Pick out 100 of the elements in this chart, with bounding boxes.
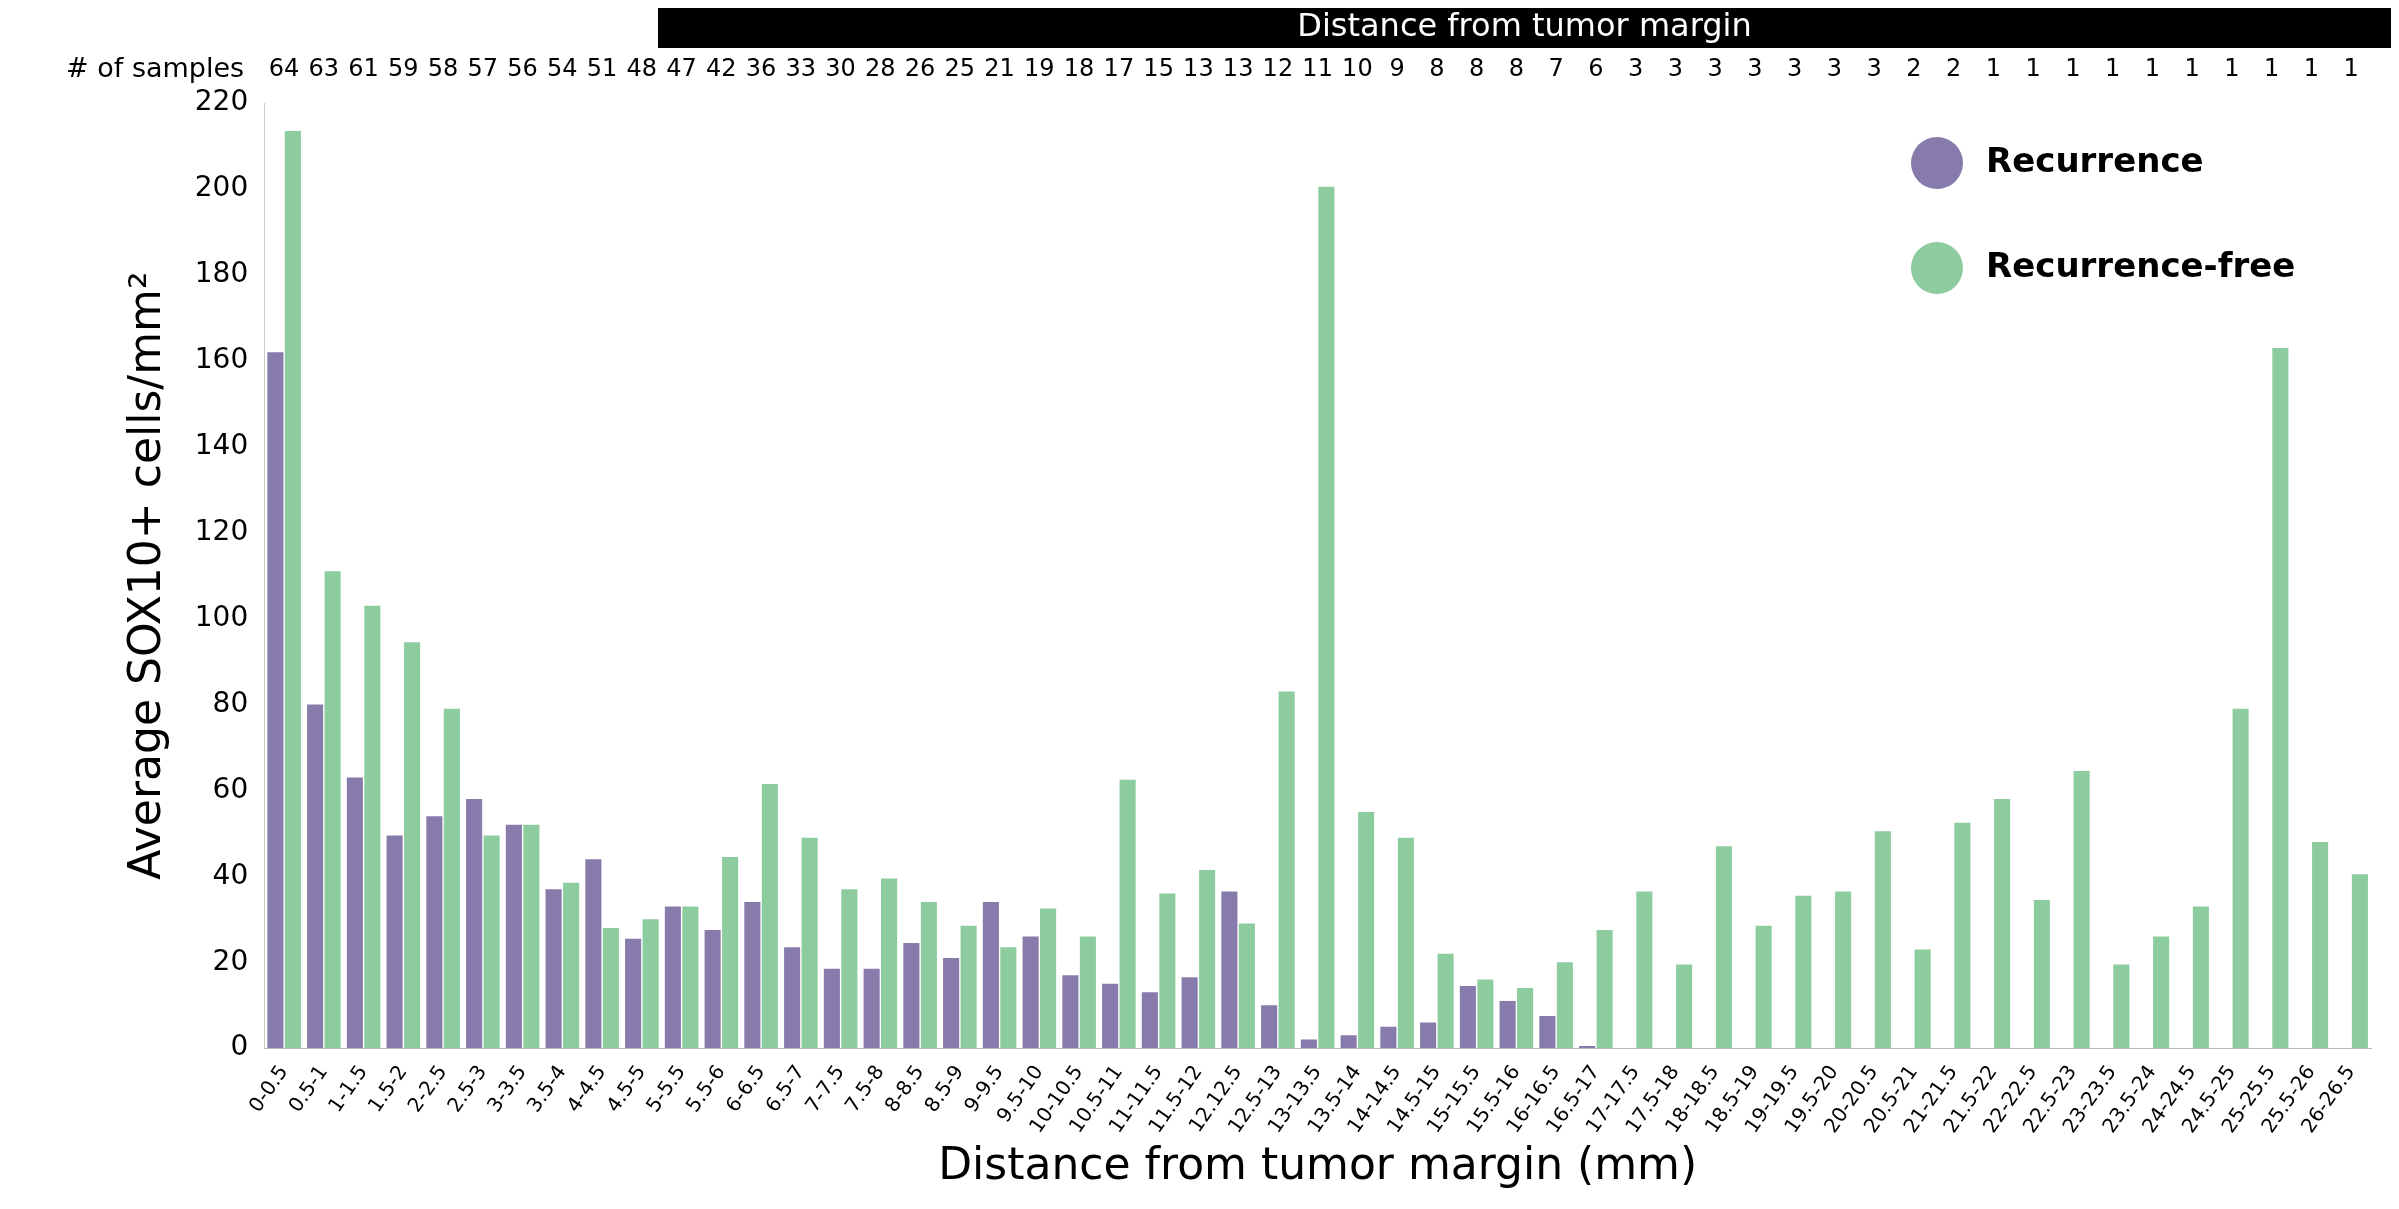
bar [466,799,483,1049]
text: 25 [944,54,976,83]
bar [1300,1039,1317,1049]
bar [2073,771,2090,1049]
text: 8 [1429,54,1445,83]
bar [523,824,540,1049]
bar [863,968,880,1049]
bar [563,882,580,1049]
text: 1 [2025,54,2041,83]
bar [625,938,642,1049]
bar [1278,691,1295,1049]
y-tick-label: 220 [194,84,249,118]
bar [1579,1046,1596,1049]
text: 2 [1906,54,1922,83]
bar [602,927,619,1049]
bar [1636,891,1653,1049]
text: 57 [467,54,499,83]
bar [823,968,840,1049]
text: 3 [1667,54,1684,83]
text: 1 [2303,54,2320,83]
text: 9 [1389,54,1405,83]
bar [1477,979,1494,1049]
text: 18 [1063,54,1095,83]
text: 1 [2104,54,2121,83]
bar [1517,988,1534,1049]
text: 64 [268,54,300,83]
bar [1119,779,1136,1049]
text: 1 [2065,54,2081,83]
bar [545,889,562,1049]
bar [364,605,381,1049]
y-tick-label: 100 [194,599,249,633]
bar [943,957,960,1049]
text: 8 [1508,54,1525,83]
legend-label: Recurrence [1986,139,2204,180]
text: 1 [2144,54,2161,83]
text: 58 [427,54,459,83]
text: 2 [1945,54,1962,83]
bar [1795,895,1812,1049]
bar [1459,985,1476,1049]
text: 48 [626,54,658,83]
bar [443,708,460,1049]
bar [1340,1035,1357,1049]
bar [426,816,443,1049]
bar [2153,936,2170,1049]
text: 19 [1024,54,1055,83]
bar [1556,962,1573,1049]
text: 15 [1143,54,1174,83]
bar [1261,1005,1278,1049]
bar [881,878,898,1049]
bar [1221,891,1238,1049]
text: 56 [507,54,538,83]
x-axis-title: Distance from tumor margin (mm) [938,1138,1698,1190]
text: # of samples [66,52,245,84]
bar [2192,906,2209,1049]
bar [1238,923,1255,1049]
bar [920,902,937,1049]
bar [2232,708,2249,1049]
bar [1358,811,1375,1049]
bar [761,783,778,1049]
bar [284,130,301,1049]
bar [1914,949,1931,1049]
bar [1079,936,1096,1049]
bar [1499,1000,1516,1049]
text: 21 [984,54,1015,83]
bar [1062,975,1079,1049]
text: 28 [865,54,896,83]
text: 6 [1588,54,1604,83]
bar [903,942,920,1049]
y-tick-label: 140 [194,427,249,461]
bar [1539,1015,1556,1049]
text: 26 [904,54,936,83]
bar [801,837,818,1049]
bar [1199,869,1216,1049]
text: 12 [1262,54,1294,83]
y-tick-label: 200 [194,170,249,204]
bar [744,902,761,1049]
bar [1000,947,1017,1049]
bar [2351,874,2368,1049]
bar [1420,1022,1437,1049]
text: 54 [547,54,578,83]
bar [386,835,403,1049]
text: 3 [1707,54,1723,83]
bar [642,919,659,1049]
text: 8 [1468,54,1485,83]
bar [982,902,999,1049]
text: 10 [1342,54,1373,83]
bar [1102,983,1119,1049]
legend-label: Recurrence-free [1986,244,2296,285]
bar [1181,977,1198,1049]
bar [346,777,363,1049]
text: 1 [1985,54,2002,83]
text: 42 [706,54,737,83]
text: 61 [348,54,379,83]
text: 63 [308,54,340,83]
bar [1040,908,1057,1049]
text: 33 [785,54,817,83]
bar [1397,837,1414,1049]
text: 36 [745,54,777,83]
y-tick-label: 160 [194,342,249,376]
bar [1715,846,1732,1049]
